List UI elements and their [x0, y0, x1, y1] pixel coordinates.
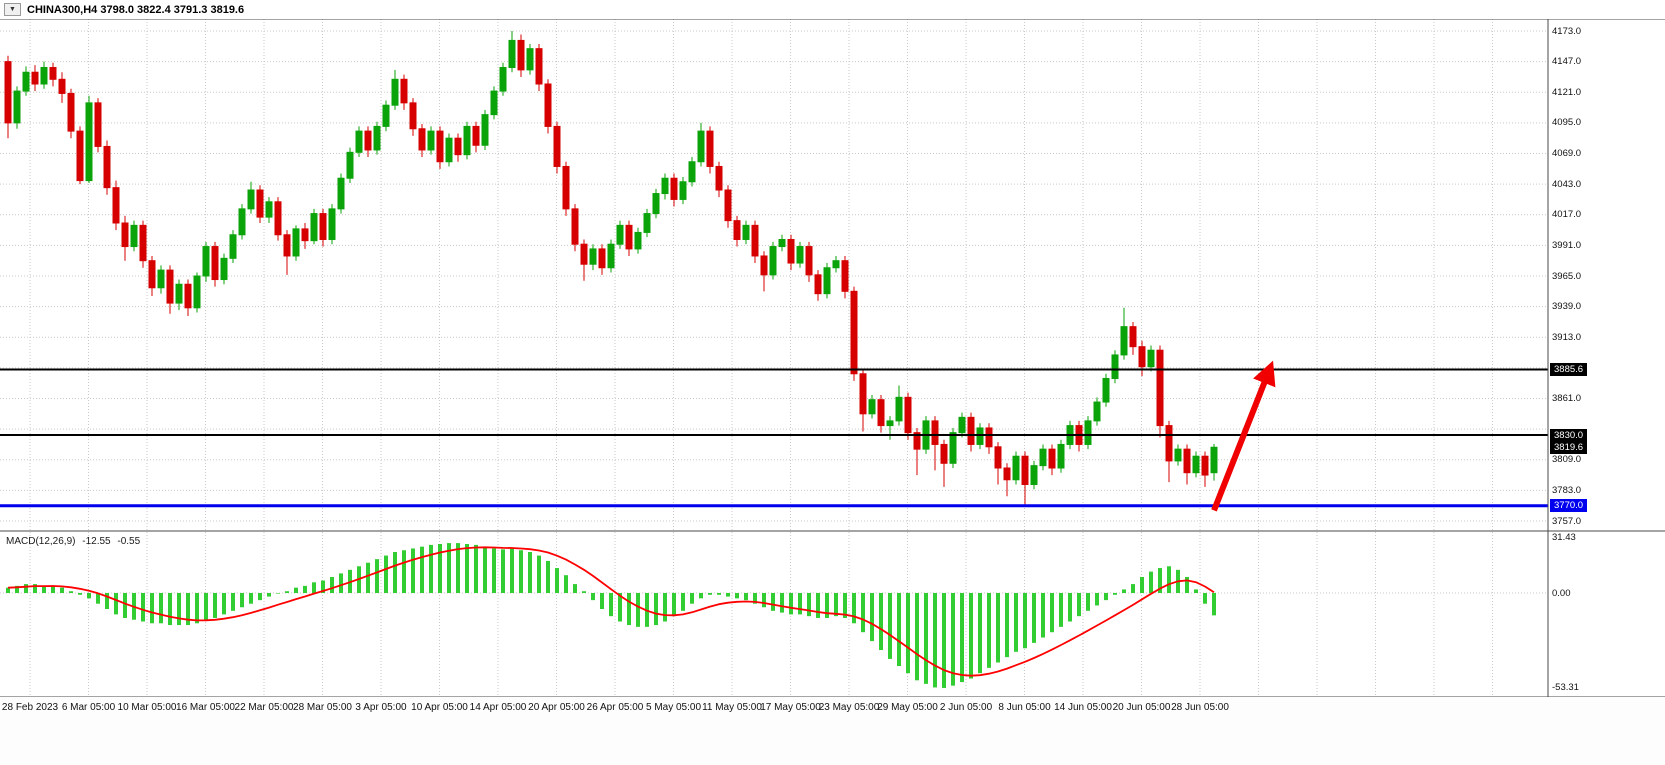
price-axis-tick: 4043.0 [1552, 178, 1582, 190]
time-axis-tick: 10 Apr 05:00 [411, 702, 468, 713]
time-axis-tick: 14 Apr 05:00 [469, 702, 527, 713]
time-axis-tick: 22 Mar 05:00 [234, 702, 294, 713]
price-axis-tick: 4069.0 [1552, 148, 1582, 159]
macd-axis-tick: 31.43 [1552, 531, 1576, 543]
price-level-badge: 3770.0 [1550, 499, 1588, 513]
time-axis[interactable]: 28 Feb 2023 6 Mar 05:00 10 Mar 05:00 16 Mar… [0, 697, 1665, 765]
time-axis-tick: 2 Jun 05:00 [939, 702, 993, 713]
macd-axis-tick: 0.00 [1552, 587, 1571, 599]
grid-layer [0, 19, 1548, 697]
chevron-down-icon: ▼ [9, 6, 16, 13]
time-axis-tick: 29 May 05:00 [877, 702, 938, 713]
price-axis-tick: 3809.0 [1552, 454, 1582, 466]
symbol-ohlc-readout: CHINA300,H4 3798.0 3822.4 3791.3 3819.6 [27, 3, 245, 16]
price-axis-tick: 3965.0 [1552, 270, 1582, 282]
macd-name: MACD(12,26,9) [6, 536, 76, 547]
time-axis-tick: 28 Feb 2023 [1, 702, 59, 713]
time-axis-tick: 26 Apr 05:00 [586, 702, 644, 713]
price-axis-tick: 4147.0 [1552, 56, 1582, 68]
time-axis-tick: 20 Apr 05:00 [528, 702, 585, 713]
price-axis[interactable]: 4173.0 4147.0 4121.0 4095.0 4069.0 4043.0 4017… [1549, 0, 1665, 697]
time-axis-tick: 20 Jun 05:00 [1112, 702, 1171, 713]
macd-main-value: -12.55 [82, 536, 111, 547]
trend-arrow-annotation[interactable] [1211, 360, 1276, 512]
macd-indicator-axis[interactable]: 31.43 0.00 -53.31 [1549, 531, 1665, 697]
price-axis-tick: 4017.0 [1552, 209, 1582, 221]
chart-background [0, 0, 1665, 697]
price-axis-tick: 3991.0 [1552, 239, 1582, 251]
macd-indicator-label: MACD(12,26,9) -12.55 -0.55 [6, 536, 140, 547]
time-axis-tick: 5 May 05:00 [645, 702, 702, 713]
macd-signal-value: -0.55 [117, 536, 141, 547]
time-axis-tick: 10 Mar 05:00 [117, 702, 177, 713]
price-axis-tick: 4095.0 [1552, 117, 1582, 129]
price-axis-tick: 3913.0 [1552, 331, 1582, 343]
macd-signal-line [7, 546, 1215, 677]
current-price-badge: 3819.6 [1550, 440, 1588, 454]
time-axis-tick: 17 May 05:00 [760, 702, 821, 713]
time-axis-tick: 28 Mar 05:00 [293, 702, 352, 713]
price-level-badge: 3830.0 [1550, 428, 1588, 442]
price-axis-tick: 4173.0 [1552, 25, 1582, 37]
time-axis-tick: 3 Apr 05:00 [355, 702, 407, 713]
price-axis-tick: 3861.0 [1552, 393, 1582, 404]
price-axis-tick: 3757.0 [1552, 515, 1582, 527]
time-axis-tick: 23 May 05:00 [818, 702, 880, 713]
time-axis-tick: 14 Jun 05:00 [1054, 702, 1112, 713]
price-level-badge: 3885.6 [1550, 363, 1588, 377]
chart-header: ▼ CHINA300,H4 3798.0 3822.4 3791.3 3819.… [0, 0, 1665, 19]
price-axis-tick: 3939.0 [1552, 301, 1582, 313]
time-axis-tick: 8 Jun 05:00 [998, 702, 1051, 713]
time-axis-tick: 28 Jun 05:00 [1171, 702, 1229, 713]
price-axis-tick: 4121.0 [1552, 86, 1582, 98]
symbol-dropdown-button[interactable]: ▼ [4, 3, 21, 16]
macd-histogram [6, 543, 1216, 688]
time-axis-tick: 11 May 05:00 [702, 702, 762, 713]
time-axis-tick: 16 Mar 05:00 [176, 702, 235, 713]
price-axis-tick: 3783.0 [1552, 484, 1582, 496]
time-axis-tick: 6 Mar 05:00 [61, 702, 116, 713]
macd-axis-tick: -53.31 [1552, 682, 1579, 694]
candles-layer [4, 31, 1218, 505]
